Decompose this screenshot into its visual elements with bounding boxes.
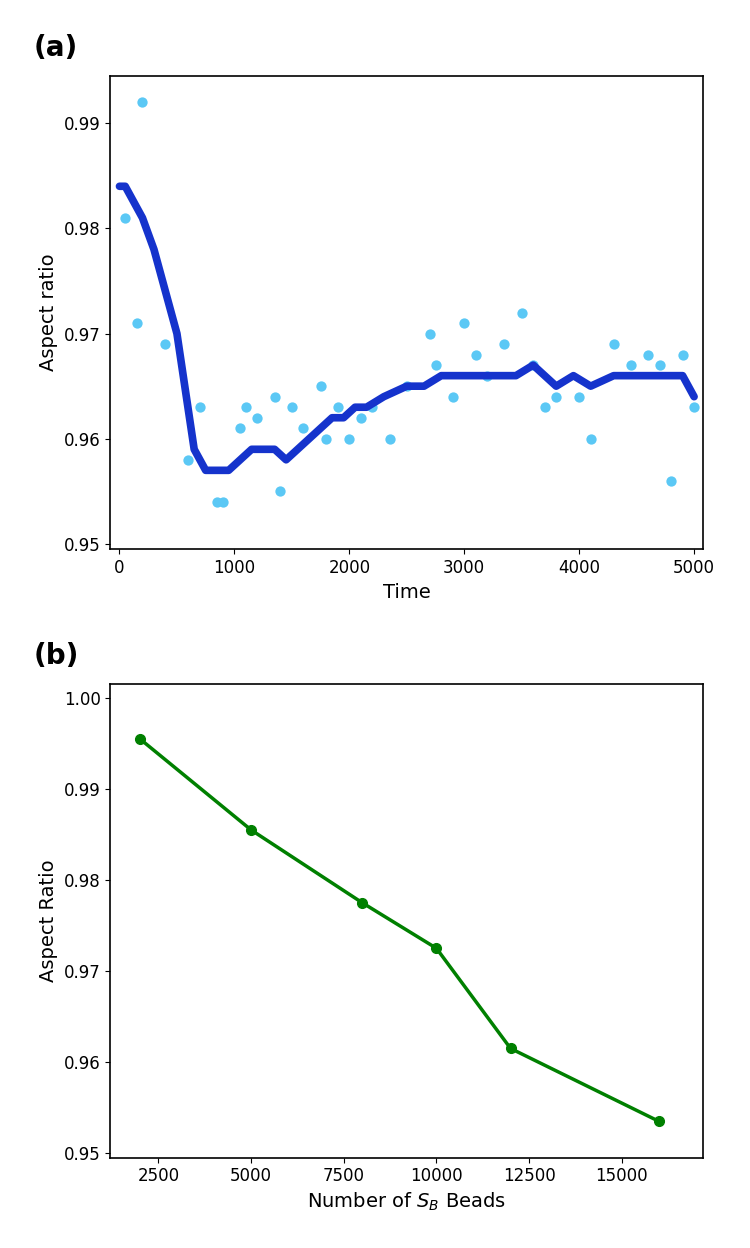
Point	[642, 344, 654, 364]
Text: (b): (b)	[33, 641, 79, 670]
Point	[676, 344, 688, 364]
Point	[538, 397, 550, 417]
Point	[527, 356, 539, 376]
Y-axis label: Aspect ratio: Aspect ratio	[39, 253, 58, 372]
Point	[251, 408, 263, 428]
Point	[355, 408, 367, 428]
Point	[320, 429, 332, 449]
Point	[234, 418, 246, 438]
Point	[297, 418, 309, 438]
Point	[240, 397, 252, 417]
Text: (a): (a)	[33, 34, 77, 61]
Point	[688, 397, 700, 417]
X-axis label: Time: Time	[383, 583, 430, 602]
Point	[217, 492, 229, 512]
Point	[550, 387, 562, 407]
Point	[424, 323, 436, 343]
Point	[332, 397, 344, 417]
Point	[182, 449, 194, 469]
Point	[573, 387, 585, 407]
Point	[136, 92, 148, 112]
Point	[160, 334, 172, 354]
Point	[344, 429, 355, 449]
Point	[665, 470, 677, 490]
Point	[130, 313, 142, 333]
Point	[625, 356, 637, 376]
Point	[119, 208, 131, 228]
Point	[366, 397, 378, 417]
Point	[430, 356, 442, 376]
Point	[482, 366, 494, 386]
Point	[383, 429, 395, 449]
X-axis label: Number of $S_B$ Beads: Number of $S_B$ Beads	[308, 1191, 506, 1213]
Point	[470, 344, 482, 364]
Point	[211, 492, 223, 512]
Point	[585, 429, 597, 449]
Point	[458, 313, 470, 333]
Point	[516, 302, 528, 322]
Point	[314, 376, 326, 396]
Point	[447, 387, 459, 407]
Point	[268, 387, 280, 407]
Point	[653, 356, 665, 376]
Point	[400, 376, 412, 396]
Point	[286, 397, 298, 417]
Point	[608, 334, 619, 354]
Y-axis label: Aspect Ratio: Aspect Ratio	[39, 860, 58, 982]
Point	[194, 397, 206, 417]
Point	[499, 334, 511, 354]
Point	[274, 482, 286, 502]
